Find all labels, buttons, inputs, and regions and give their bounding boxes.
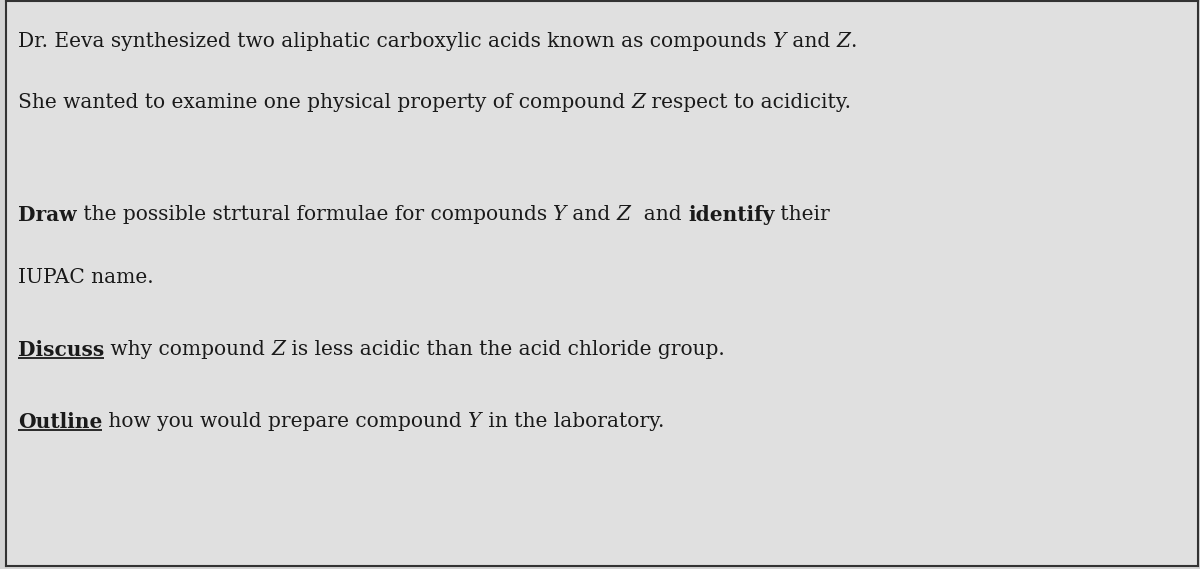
Text: Y: Y — [553, 204, 566, 224]
Text: and: and — [566, 204, 617, 224]
Text: identify: identify — [688, 204, 774, 225]
Text: She wanted to examine one physical property of compound: She wanted to examine one physical prope… — [18, 93, 631, 112]
Text: Y: Y — [773, 32, 786, 51]
Text: Z: Z — [836, 32, 851, 51]
Text: is less acidic than the acid chloride group.: is less acidic than the acid chloride gr… — [286, 340, 725, 359]
Text: Z: Z — [271, 340, 286, 359]
Text: Draw: Draw — [18, 204, 77, 225]
Text: in the laboratory.: in the laboratory. — [481, 413, 664, 431]
Text: IUPAC name.: IUPAC name. — [18, 268, 154, 287]
Text: their: their — [774, 204, 830, 224]
Text: Discuss: Discuss — [18, 340, 104, 360]
Text: and: and — [786, 32, 836, 51]
Text: Dr. Eeva synthesized two aliphatic carboxylic acids known as compounds: Dr. Eeva synthesized two aliphatic carbo… — [18, 32, 773, 51]
Text: .: . — [851, 32, 857, 51]
Text: the possible strtural formulae for compounds: the possible strtural formulae for compo… — [77, 204, 553, 224]
Text: and: and — [631, 204, 688, 224]
Text: Outline: Outline — [18, 413, 102, 432]
Text: Y: Y — [468, 413, 481, 431]
Text: Z: Z — [617, 204, 631, 224]
Text: respect to acidicity.: respect to acidicity. — [646, 93, 852, 112]
Text: why compound: why compound — [104, 340, 271, 359]
Text: Z: Z — [631, 93, 646, 112]
Text: how you would prepare compound: how you would prepare compound — [102, 413, 468, 431]
